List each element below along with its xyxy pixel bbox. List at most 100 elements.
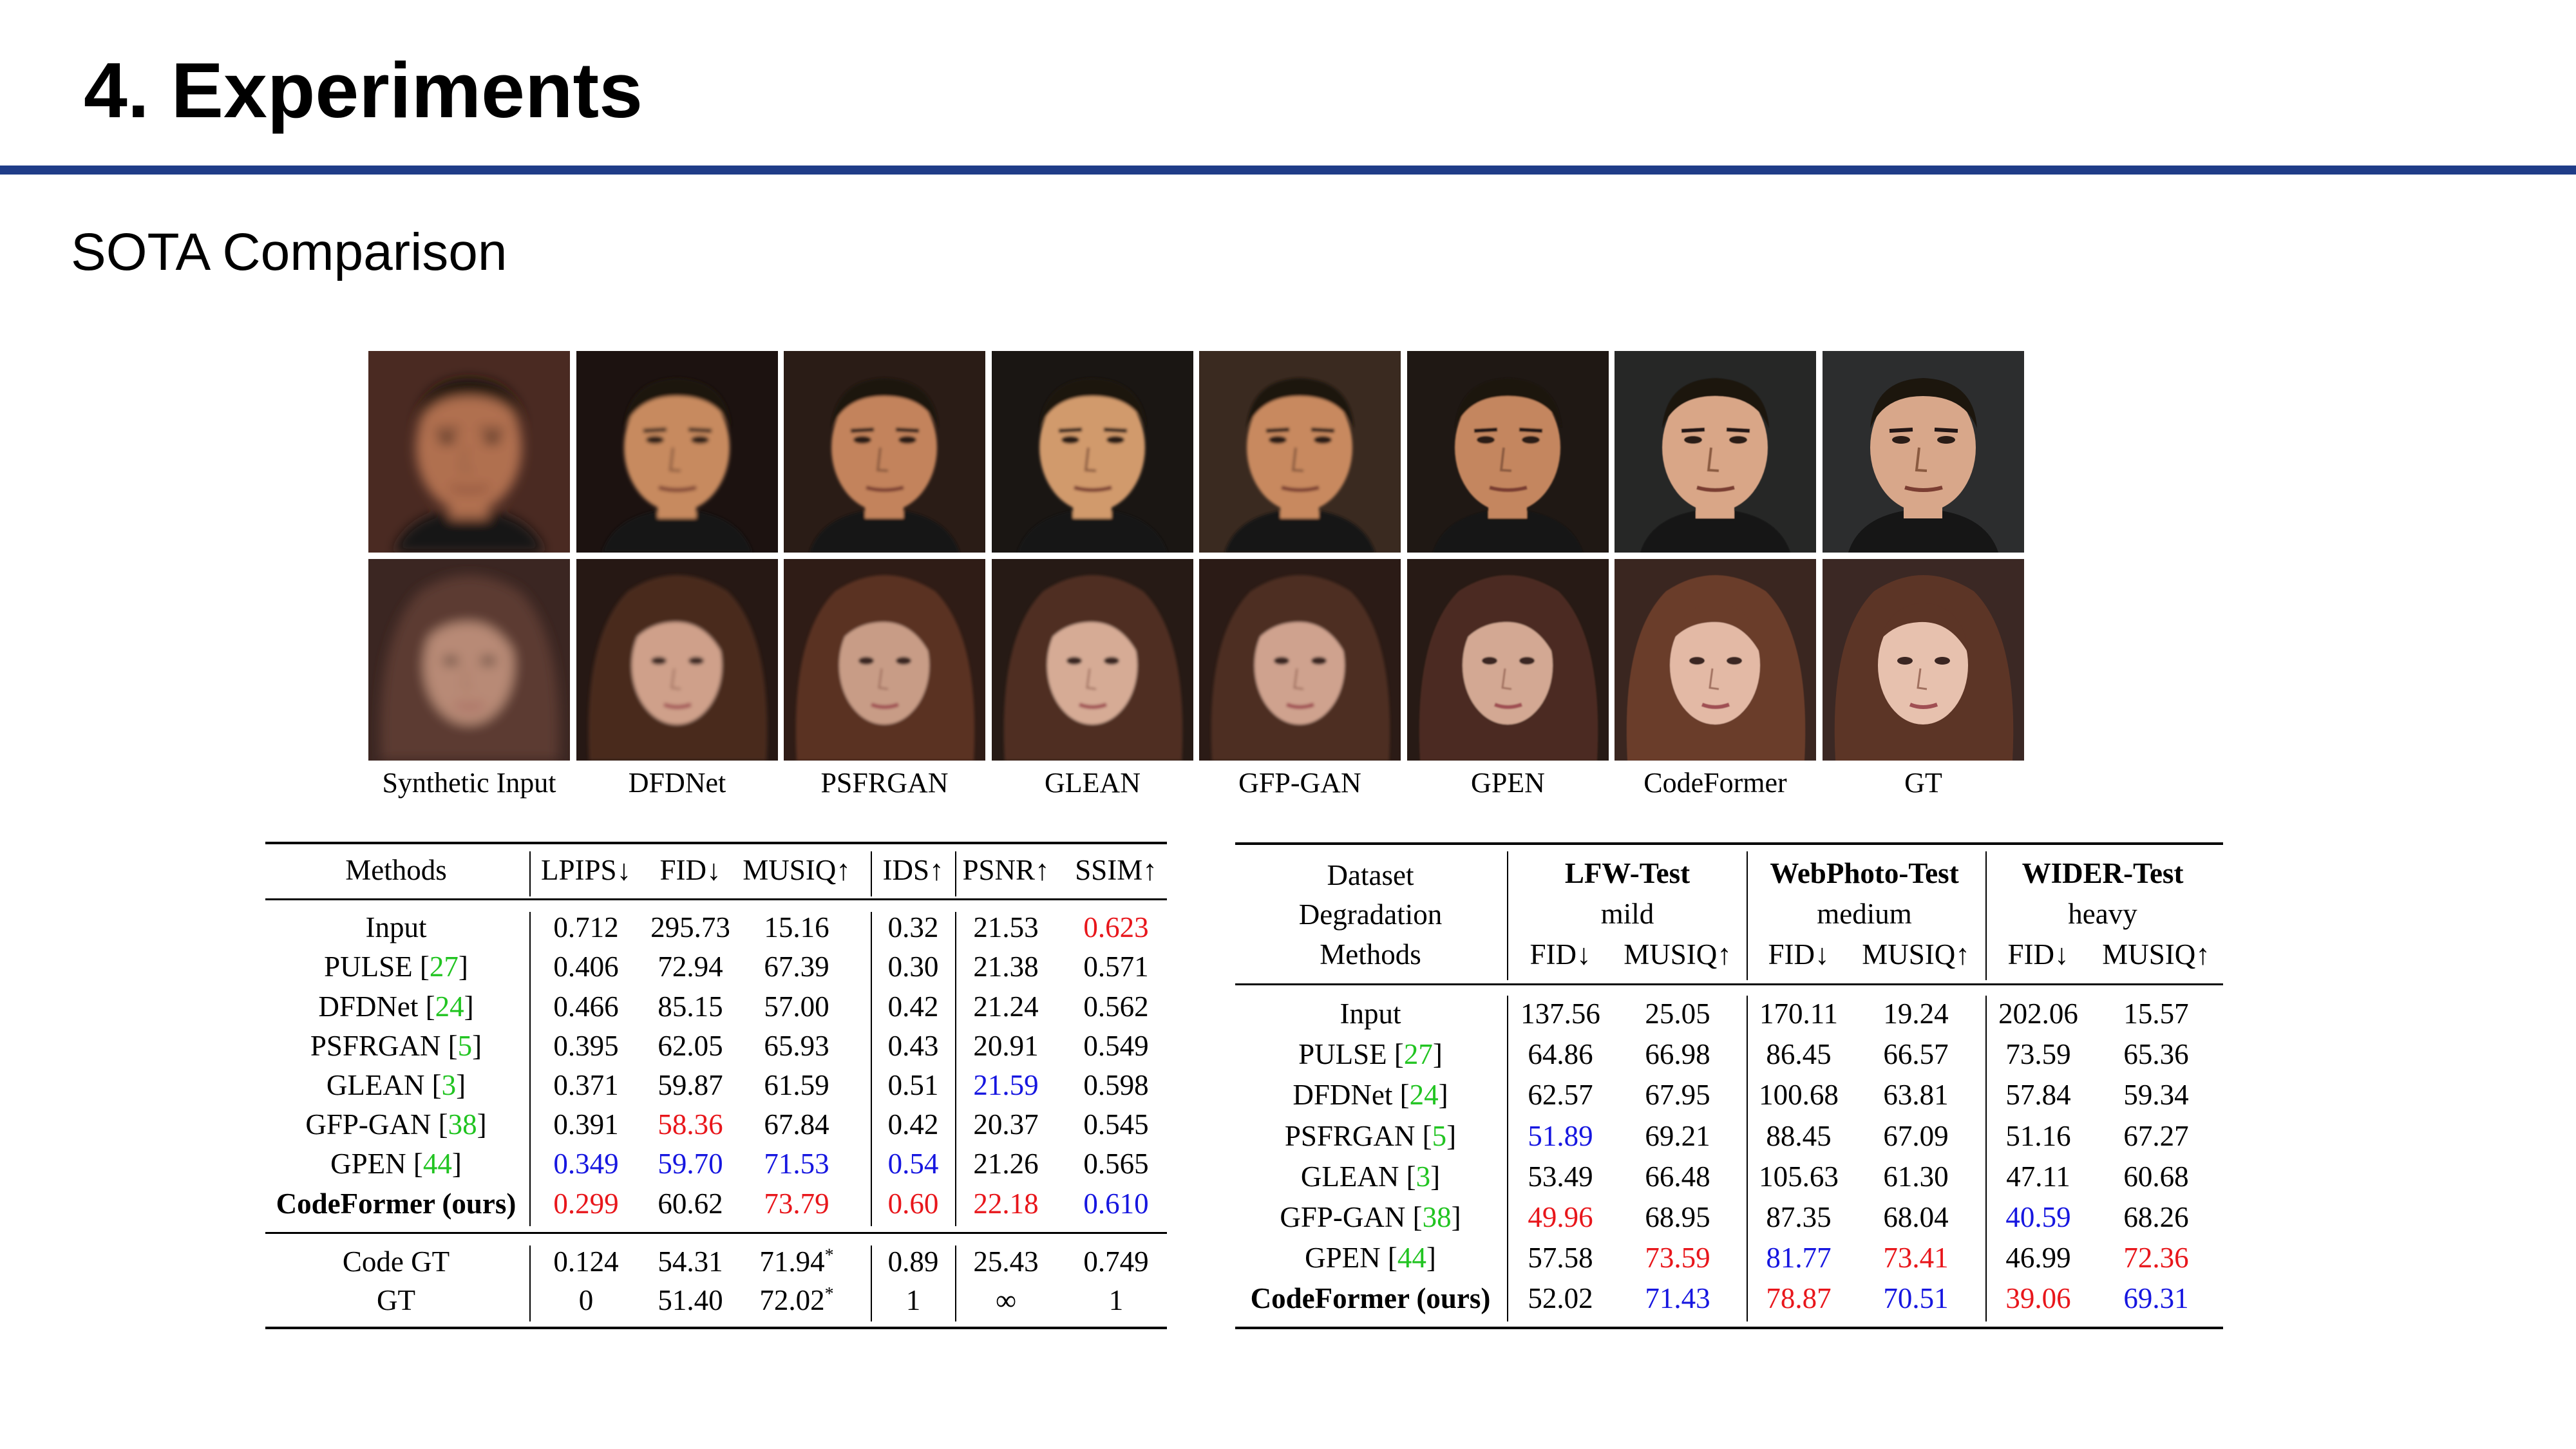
method-name: Input: [1340, 998, 1401, 1030]
female-face-image-6: [1407, 559, 1609, 761]
metric-header: MUSIQ↑: [1624, 938, 1732, 971]
male-face-image-5: [1199, 351, 1401, 553]
table-cell: 70.51: [1883, 1282, 1949, 1314]
table-cell: 71.94*: [759, 1245, 834, 1278]
female-face-image-8: [1823, 559, 2024, 761]
table-column-divider: [871, 912, 872, 1226]
table-column-divider: [1507, 996, 1508, 1321]
metric-header: FID↓: [2007, 938, 2069, 971]
table-cell: 20.37: [973, 1108, 1039, 1141]
female-face-image-4: [992, 559, 1193, 761]
citation-ref: 24: [435, 990, 464, 1023]
table-cell: 62.57: [1528, 1079, 1593, 1111]
table-column-divider: [955, 912, 956, 1226]
dataset-name: WIDER-Test: [2022, 857, 2184, 889]
male-face-image-6: [1407, 351, 1609, 553]
table-rule: [265, 842, 1167, 844]
table-cell: 0.391: [553, 1108, 619, 1141]
table-cell: 57.84: [2005, 1079, 2071, 1111]
table-cell: 53.49: [1528, 1160, 1593, 1193]
degradation-level: medium: [1817, 898, 1912, 930]
method-name: CodeFormer (ours): [276, 1188, 516, 1220]
table-column-divider: [955, 851, 956, 896]
table-column-divider: [1747, 851, 1748, 980]
method-name: GPEN [44]: [330, 1148, 462, 1180]
method-name: Input: [365, 911, 427, 943]
table-cell: 59.34: [2123, 1079, 2189, 1111]
table-cell: 65.93: [764, 1030, 829, 1062]
table-cell: 57.00: [764, 990, 829, 1023]
metric-header: MUSIQ↑: [2102, 938, 2210, 971]
table-cell: 51.89: [1528, 1120, 1593, 1152]
table-column-divider: [1985, 996, 1987, 1321]
table-cell: 54.31: [658, 1245, 723, 1278]
citation-ref: 44: [1397, 1242, 1426, 1274]
table-cell: ∞: [995, 1284, 1017, 1316]
figure-caption-1: Synthetic Input: [382, 767, 556, 799]
table-column-divider: [1507, 851, 1508, 980]
table-cell: 67.95: [1645, 1079, 1710, 1111]
citation-ref: 44: [422, 1148, 452, 1180]
table-cell: 0.712: [553, 911, 619, 943]
table-cell: 170.11: [1759, 998, 1839, 1030]
table-cell: 47.11: [2006, 1160, 2070, 1193]
table-cell: 0.466: [553, 990, 619, 1023]
table-column-divider: [955, 1245, 956, 1321]
table-cell: 0.349: [553, 1148, 619, 1180]
female-face-image-1: [368, 559, 570, 761]
method-name: PULSE [27]: [324, 951, 468, 983]
citation-ref: 3: [1416, 1160, 1431, 1193]
table1-header-2: LPIPS↓: [540, 854, 632, 886]
method-name: GFP-GAN [38]: [1280, 1201, 1461, 1233]
title-underline: [0, 166, 2576, 175]
table-cell: 58.36: [658, 1108, 723, 1141]
table-cell: 71.53: [764, 1148, 829, 1180]
table-cell: 15.16: [764, 911, 829, 943]
table-cell: 78.87: [1766, 1282, 1832, 1314]
slide-title: 4. Experiments: [84, 46, 643, 134]
table-rule: [1235, 842, 2223, 845]
table-rule: [265, 1327, 1167, 1329]
table-cell: 295.73: [650, 911, 730, 943]
table-cell: 86.45: [1766, 1038, 1832, 1070]
method-name: GLEAN [3]: [1300, 1160, 1441, 1193]
table-cell: 0.598: [1083, 1069, 1149, 1101]
table1-header-1: Methods: [345, 854, 447, 886]
table-cell: 0.42: [887, 990, 939, 1023]
table-rule: [1235, 1327, 2223, 1329]
table-cell: 59.87: [658, 1069, 723, 1101]
table-cell: 73.41: [1883, 1242, 1949, 1274]
table-cell: 60.68: [2123, 1160, 2189, 1193]
dataset-name: WebPhoto-Test: [1770, 857, 1959, 889]
table-cell: 61.30: [1883, 1160, 1949, 1193]
metric-header: MUSIQ↑: [1862, 938, 1970, 971]
figure-caption-4: GLEAN: [1044, 767, 1141, 799]
table-cell: 0.545: [1083, 1108, 1149, 1141]
table-cell: 49.96: [1528, 1201, 1593, 1233]
method-name: GPEN [44]: [1305, 1242, 1436, 1274]
table-cell: 60.62: [658, 1188, 723, 1220]
method-name: Code GT: [342, 1245, 450, 1278]
table-cell: 100.68: [1759, 1079, 1839, 1111]
metric-header: FID↓: [1530, 938, 1591, 971]
table-column-divider: [1985, 851, 1987, 980]
table-cell: 68.95: [1645, 1201, 1710, 1233]
table-rule: [1235, 983, 2223, 985]
table-cell: 0.32: [887, 911, 939, 943]
dataset-name: LFW-Test: [1564, 857, 1690, 889]
citation-ref: 24: [1409, 1079, 1439, 1111]
table-cell: 0.549: [1083, 1030, 1149, 1062]
table-cell: 72.36: [2123, 1242, 2189, 1274]
slide-subtitle: SOTA Comparison: [71, 223, 507, 281]
table-cell: 71.43: [1645, 1282, 1710, 1314]
table-cell: 0.565: [1083, 1148, 1149, 1180]
degradation-level: heavy: [2068, 898, 2137, 930]
male-face-image-4: [992, 351, 1193, 553]
table-cell: 0.42: [887, 1108, 939, 1141]
table-cell: 15.57: [2123, 998, 2189, 1030]
method-name: PSFRGAN [5]: [310, 1030, 482, 1062]
table-cell: 21.53: [973, 911, 1039, 943]
table-cell: 22.18: [973, 1188, 1039, 1220]
table-cell: 87.35: [1766, 1201, 1832, 1233]
table-cell: 25.05: [1645, 998, 1710, 1030]
